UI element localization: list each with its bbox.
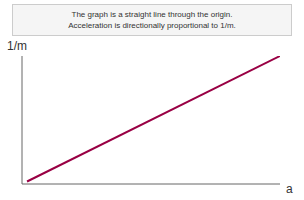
html-text:The graph is a straight line t: The graph is a straight line through the… (71, 10, 233, 19)
svg-text:1/m: 1/m (8, 39, 27, 53)
svg-text:a: a (286, 182, 293, 196)
html-text:Acceleration is directionally: Acceleration is directionally proportion… (68, 21, 236, 30)
